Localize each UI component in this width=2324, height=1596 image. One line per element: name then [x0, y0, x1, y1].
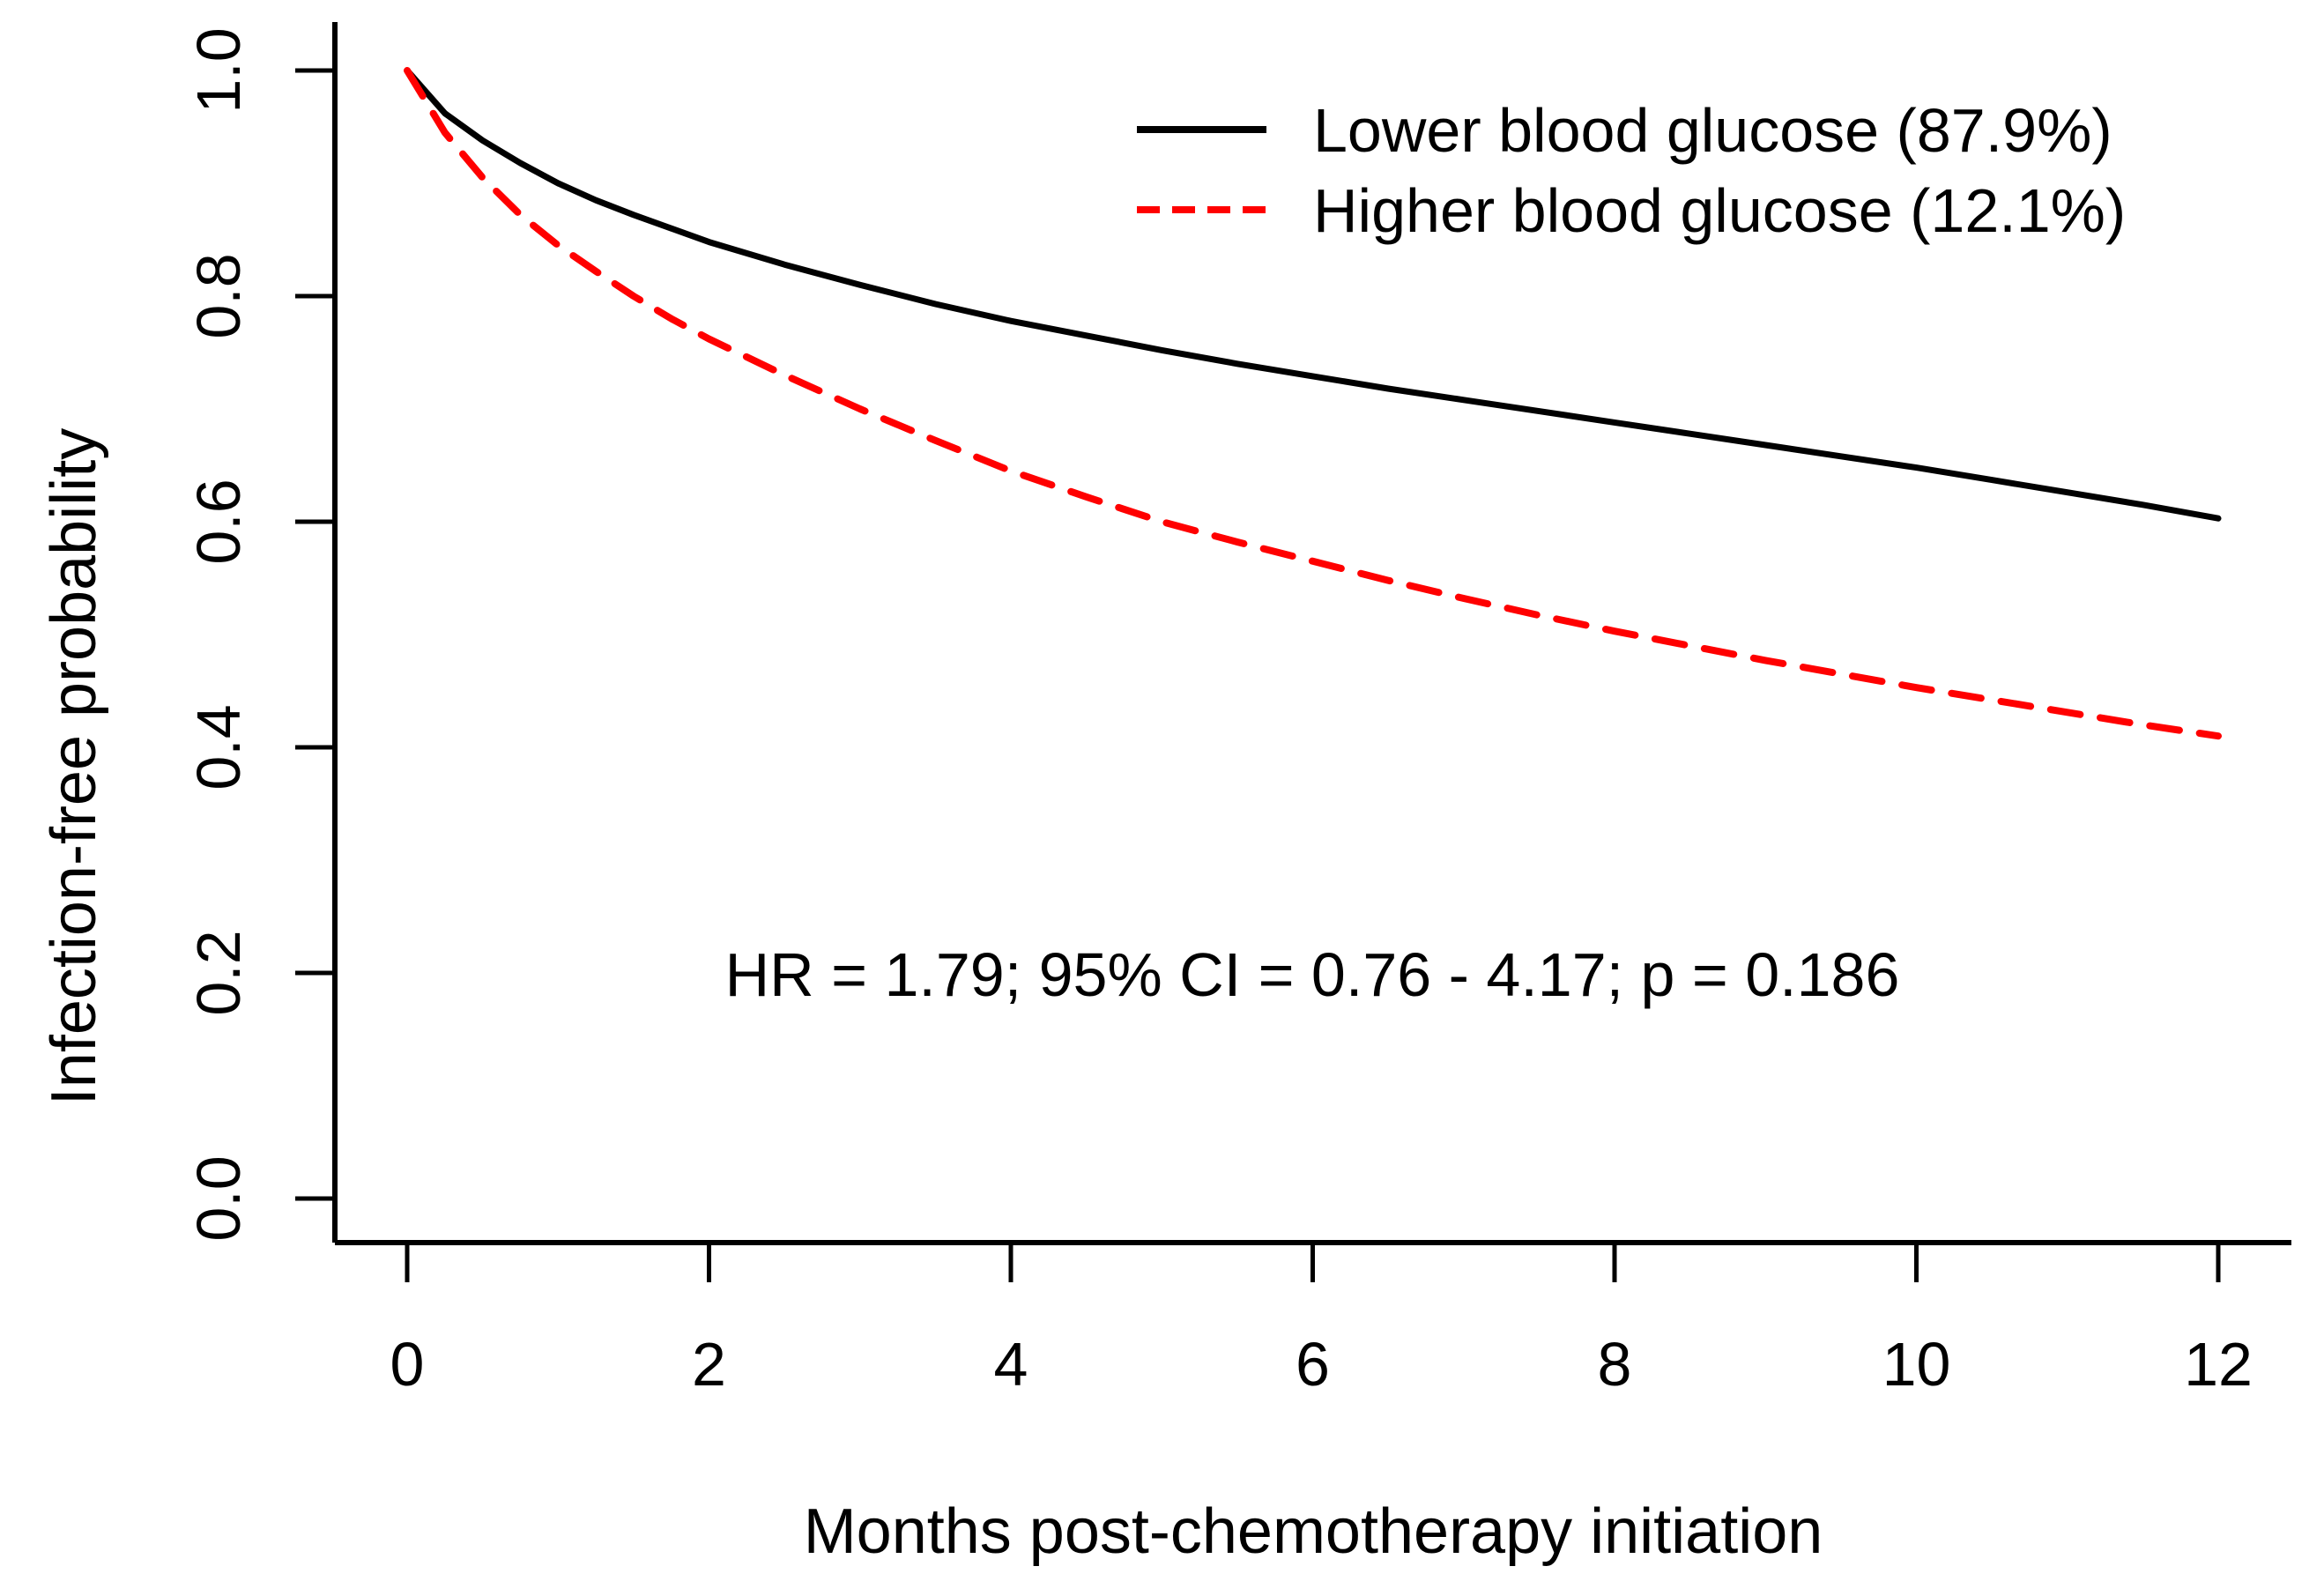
- x-axis-title: Months post-chemotherapy initiation: [804, 1496, 1823, 1567]
- x-tick-label: 8: [1598, 1330, 1632, 1399]
- y-tick-label: 1.0: [184, 27, 253, 113]
- legend: Lower blood glucose (87.9%) Higher blood…: [1137, 96, 2126, 245]
- x-tick-label: 12: [2184, 1330, 2253, 1399]
- x-tick-label: 2: [692, 1330, 726, 1399]
- y-tick-label: 0.4: [184, 704, 253, 790]
- legend-label-lower: Lower blood glucose (87.9%): [1313, 96, 2112, 165]
- y-tick-label: 0.0: [184, 1155, 253, 1241]
- x-tick-label: 6: [1296, 1330, 1330, 1399]
- y-tick-label: 0.2: [184, 930, 253, 1015]
- x-tick-label: 10: [1882, 1330, 1951, 1399]
- y-axis-title: Infection-free probability: [39, 428, 109, 1105]
- x-tick-label: 4: [994, 1330, 1028, 1399]
- legend-label-higher: Higher blood glucose (12.1%): [1313, 176, 2126, 245]
- survival-curve-higher-glucose: [404, 67, 2222, 740]
- series-layer: [404, 67, 2222, 740]
- survival-curve-lower-glucose: [404, 67, 2222, 522]
- y-tick-label: 0.8: [184, 253, 253, 338]
- y-tick-label: 0.6: [184, 479, 253, 564]
- hr-annotation: HR = 1.79; 95% CI = 0.76 - 4.17; p = 0.1…: [725, 940, 1900, 1009]
- x-tick-label: 0: [390, 1330, 425, 1399]
- chart-labels: Infection-free probability Months post-c…: [39, 96, 2126, 1567]
- axes-layer: 0 2 4 6 8 10 12 0.0 0.2 0.4 0.6 0.8 1.0: [184, 22, 2291, 1399]
